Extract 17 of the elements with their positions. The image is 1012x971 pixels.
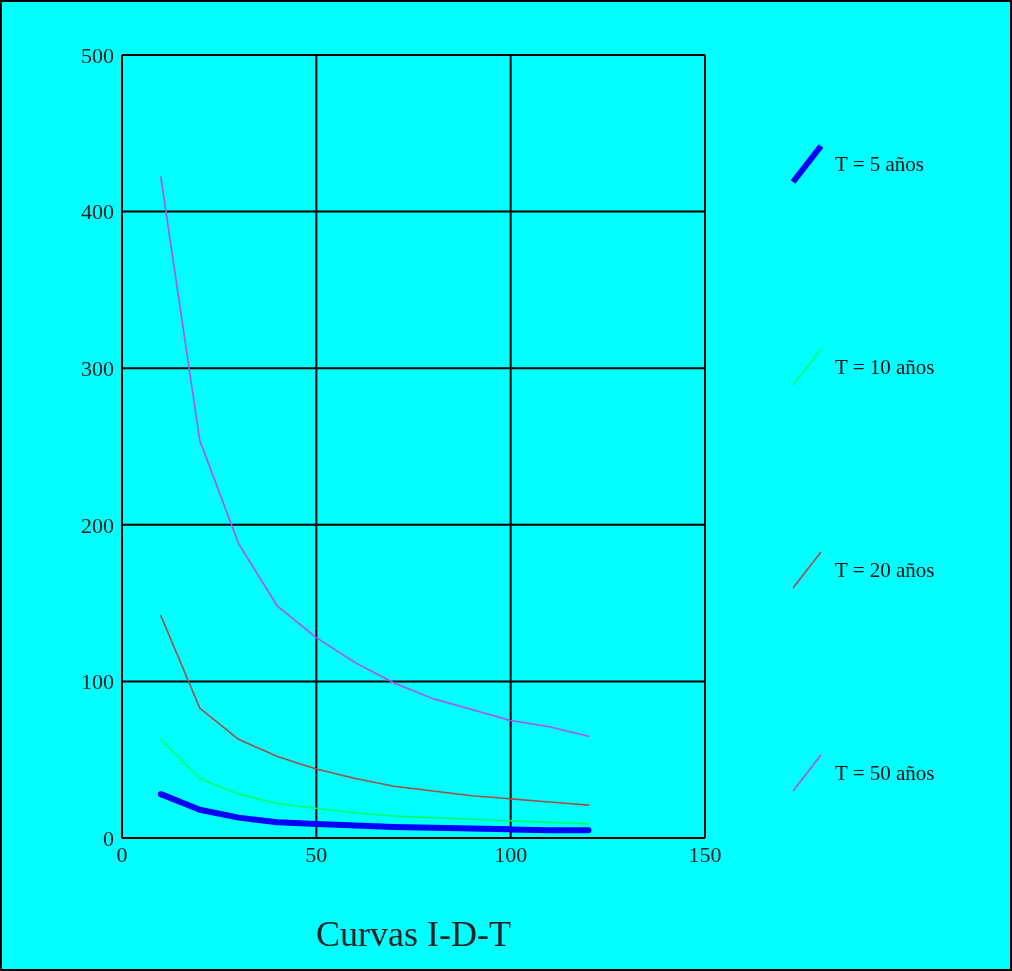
y-tick-label: 300 (81, 356, 114, 382)
legend-label: T = 10 años (835, 355, 935, 380)
y-tick-label: 100 (81, 669, 114, 695)
legend-label: T = 20 años (835, 558, 935, 583)
line-series (160, 614, 590, 806)
legend-label: T = 50 años (835, 761, 935, 786)
legend-label: T = 5 años (835, 152, 925, 177)
y-tick-label: 0 (103, 825, 114, 851)
y-tick-label: 400 (81, 199, 114, 225)
line-series (160, 176, 590, 738)
line-series (160, 738, 590, 825)
x-axis-title: Curvas I-D-T (316, 914, 511, 954)
y-tick-label: 200 (81, 512, 114, 538)
x-tick-label: 150 (688, 841, 722, 867)
y-tick-label: 500 (81, 42, 114, 68)
x-tick-label: 100 (494, 841, 528, 867)
x-tick-label: 50 (305, 841, 328, 867)
